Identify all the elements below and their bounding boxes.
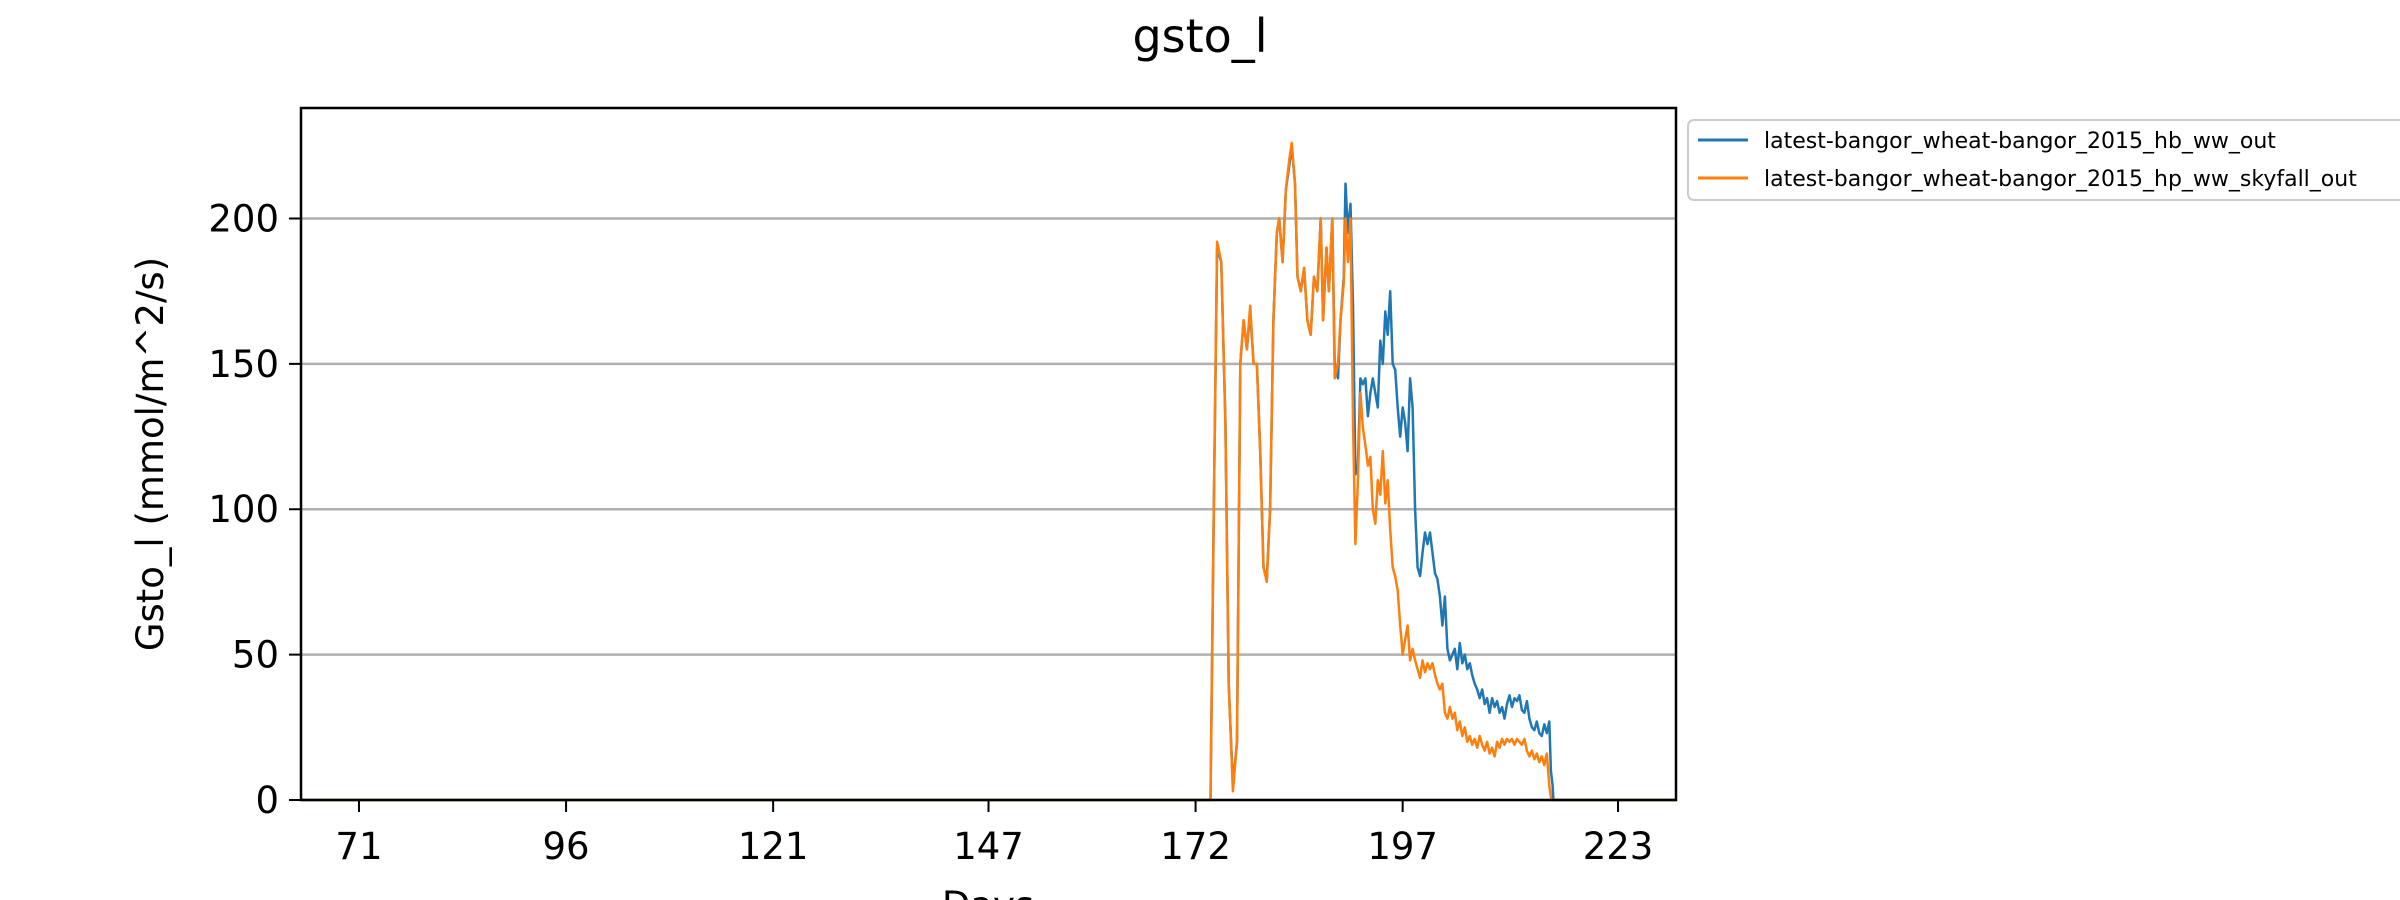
y-tick-label: 150 — [208, 343, 279, 386]
series-line-1 — [301, 144, 1676, 802]
y-tick-label: 50 — [232, 634, 279, 677]
x-tick-label: 71 — [335, 825, 382, 868]
plot-area-frame — [299, 106, 1678, 802]
x-tick-label: 96 — [543, 825, 590, 868]
y-tick-label: 0 — [255, 779, 279, 822]
y-tick-label: 100 — [208, 488, 279, 531]
legend-box — [1687, 119, 2400, 201]
x-tick-label: 121 — [738, 825, 809, 868]
x-axis-ticks: 71 96 121 147 172 197 223 — [335, 800, 1653, 868]
y-axis-ticks: 0 50 100 150 200 — [208, 197, 301, 822]
legend: latest-bangor_wheat-bangor_2015_hb_ww_ou… — [1687, 119, 2400, 201]
x-tick-label: 172 — [1160, 825, 1231, 868]
y-tick-label: 200 — [208, 197, 279, 240]
legend-label-1: latest-bangor_wheat-bangor_2015_hb_ww_ou… — [1764, 129, 2276, 154]
x-tick-label: 197 — [1367, 825, 1438, 868]
gridlines — [301, 217, 1676, 802]
series-line-2 — [301, 141, 1676, 802]
x-axis-label: Days — [942, 884, 1034, 900]
x-tick-label: 147 — [953, 825, 1024, 868]
series-lines — [301, 141, 1676, 802]
legend-label-2: latest-bangor_wheat-bangor_2015_hp_ww_sk… — [1764, 167, 2357, 192]
x-tick-label: 223 — [1583, 825, 1654, 868]
y-axis-label: Gsto_l (mmol/m^2/s) — [129, 257, 172, 651]
chart-title: gsto_l — [1132, 9, 1267, 63]
